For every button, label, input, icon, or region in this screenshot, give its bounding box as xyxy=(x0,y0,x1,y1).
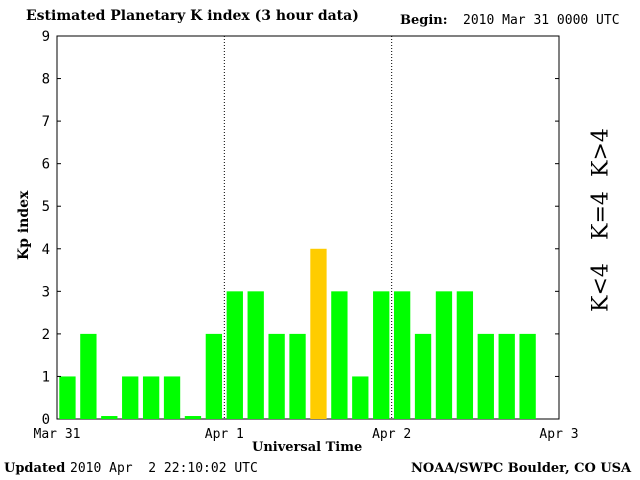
legend-high: K>4 xyxy=(588,128,614,177)
y-tick-label: 3 xyxy=(42,284,50,300)
legend-equal: K=4 xyxy=(588,191,614,240)
x-tick-label: Apr 2 xyxy=(372,427,411,442)
day-separators xyxy=(223,36,393,419)
y-axis-ticks: 0 1 2 3 4 5 6 7 8 9 xyxy=(42,29,559,428)
kp-bar xyxy=(59,376,76,419)
kp-bar xyxy=(101,416,118,419)
y-tick-label: 9 xyxy=(42,29,50,45)
x-tick-label: Apr 3 xyxy=(539,427,578,442)
begin-label: Begin: xyxy=(400,13,448,28)
y-tick-label: 4 xyxy=(42,242,50,258)
y-tick-label: 1 xyxy=(42,369,50,385)
kp-bar xyxy=(331,291,348,419)
y-tick-label: 8 xyxy=(42,72,50,88)
kp-bar xyxy=(393,291,411,419)
y-tick-label: 7 xyxy=(42,114,50,130)
kp-bar xyxy=(247,291,264,419)
updated-label: Updated xyxy=(4,461,66,476)
kp-bar xyxy=(142,376,160,419)
kp-bar xyxy=(226,291,243,419)
x-axis-ticks: Mar 31 Apr 1 Apr 2 Apr 3 xyxy=(34,427,579,442)
y-tick-label: 6 xyxy=(42,157,50,173)
kp-bar xyxy=(519,333,536,419)
y-axis-title: Kp index xyxy=(16,190,32,260)
kp-bar xyxy=(205,333,223,419)
x-tick-label: Apr 1 xyxy=(205,427,244,442)
x-axis-title: Universal Time xyxy=(252,440,363,455)
plot-frame xyxy=(56,35,560,420)
chart-title: Estimated Planetary K index (3 hour data… xyxy=(26,8,359,24)
legend-low: K<4 xyxy=(588,263,614,312)
kp-bar xyxy=(80,333,97,419)
kp-bar xyxy=(184,416,202,419)
kp-bar xyxy=(414,333,432,419)
kp-bar xyxy=(352,376,369,419)
source-credit: NOAA/SWPC Boulder, CO USA xyxy=(411,461,632,476)
kp-bar xyxy=(163,376,181,419)
kp-bar xyxy=(289,333,306,419)
kp-bar xyxy=(373,291,390,419)
kp-bar xyxy=(456,291,474,419)
kp-bar xyxy=(498,333,515,419)
kp-bar xyxy=(122,376,139,419)
bar-series xyxy=(59,248,536,419)
updated-value: 2010 Apr 2 22:10:02 UTC xyxy=(70,461,258,476)
y-tick-label: 5 xyxy=(42,199,50,215)
y-tick-label: 2 xyxy=(42,327,50,343)
kp-bar xyxy=(268,333,285,419)
kp-bar xyxy=(435,291,453,419)
y-tick-label: 0 xyxy=(42,412,50,428)
kp-bar xyxy=(310,248,327,419)
x-tick-label: Mar 31 xyxy=(34,427,81,442)
begin-value: 2010 Mar 31 0000 UTC xyxy=(463,13,620,28)
kp-bar xyxy=(477,333,494,419)
